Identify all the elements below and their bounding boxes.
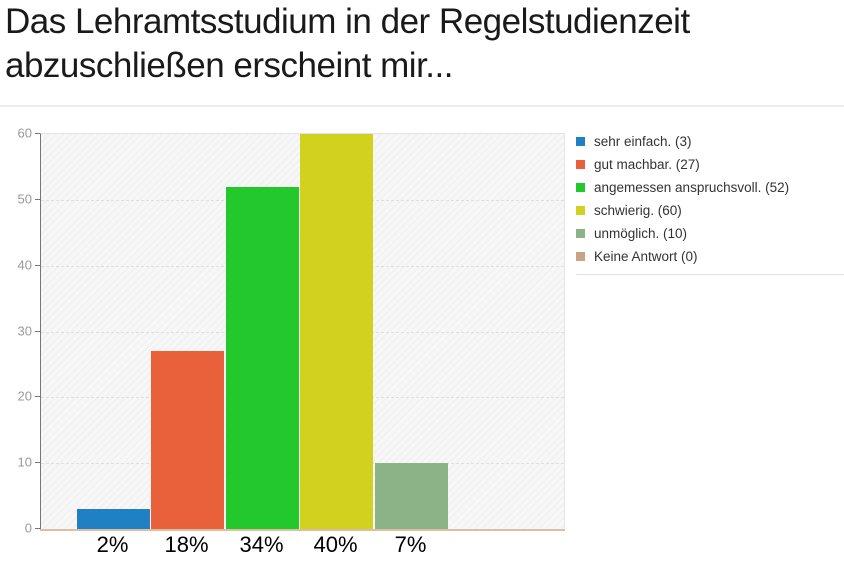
y-tick-label-50: 50	[17, 191, 32, 207]
bar-2-angemessen-anspruchsvoll-	[226, 187, 299, 529]
legend-swatch-icon	[576, 183, 585, 192]
y-tick-30	[35, 330, 40, 332]
zero-answer-baseline	[40, 529, 565, 531]
legend-swatch-icon	[576, 160, 585, 169]
y-tick-label-20: 20	[17, 388, 32, 404]
bar-1-gut-machbar-	[151, 351, 224, 529]
legend-label: sehr einfach. (3)	[594, 134, 692, 149]
legend-item-5: Keine Antwort (0)	[576, 245, 844, 268]
y-tick-50	[35, 198, 40, 200]
bar-3-schwierig-	[300, 134, 373, 529]
bar-chart: 0 10 20 30 40 50 60 2% 18% 34% 40% 7% sehr einfach…	[0, 106, 844, 569]
y-tick-20	[35, 396, 40, 398]
y-tick-10	[35, 462, 40, 464]
legend-label: angemessen anspruchsvoll. (52)	[594, 180, 790, 195]
y-tick-label-60: 60	[17, 125, 32, 141]
y-tick-label-10: 10	[17, 454, 32, 470]
legend-label: gut machbar. (27)	[594, 157, 700, 172]
y-tick-label-30: 30	[17, 323, 32, 338]
legend-swatch-icon	[576, 137, 585, 146]
legend-label: Keine Antwort (0)	[594, 249, 698, 264]
x-percent-label-0: 2%	[96, 532, 129, 557]
chart-title-line2: abzuschließen erscheint mir...	[5, 46, 453, 85]
y-tick-40	[35, 264, 40, 266]
legend-swatch-icon	[576, 206, 585, 215]
chart-title: Das Lehramtsstudium in der Regelstudienz…	[5, 0, 835, 88]
y-tick-label-0: 0	[24, 520, 32, 536]
x-percent-label-3: 40%	[313, 532, 358, 557]
legend-swatch-icon	[576, 229, 585, 238]
y-tick-0	[35, 528, 40, 529]
y-tick-label-40: 40	[17, 257, 32, 273]
bar-4-unm-glich-	[375, 463, 448, 529]
x-percent-label-2: 34%	[239, 532, 284, 557]
x-percent-label-1: 18%	[164, 532, 209, 557]
legend-item-0: sehr einfach. (3)	[576, 130, 844, 153]
legend: sehr einfach. (3) gut machbar. (27) angeme…	[576, 130, 844, 275]
legend-label: schwierig. (60)	[594, 203, 682, 218]
bar-0-sehr-einfach-	[77, 509, 150, 529]
legend-item-3: schwierig. (60)	[576, 199, 844, 222]
legend-item-1: gut machbar. (27)	[576, 153, 844, 176]
legend-item-4: unmöglich. (10)	[576, 222, 844, 245]
legend-swatch-icon	[576, 252, 585, 261]
title-divider	[0, 105, 844, 107]
x-percent-label-4: 7%	[394, 532, 427, 557]
plot-area	[40, 133, 565, 530]
y-tick-60	[35, 133, 40, 134]
chart-title-line1: Das Lehramtsstudium in der Regelstudienz…	[5, 2, 690, 41]
legend-item-2: angemessen anspruchsvoll. (52)	[576, 176, 844, 199]
legend-label: unmöglich. (10)	[594, 226, 688, 241]
